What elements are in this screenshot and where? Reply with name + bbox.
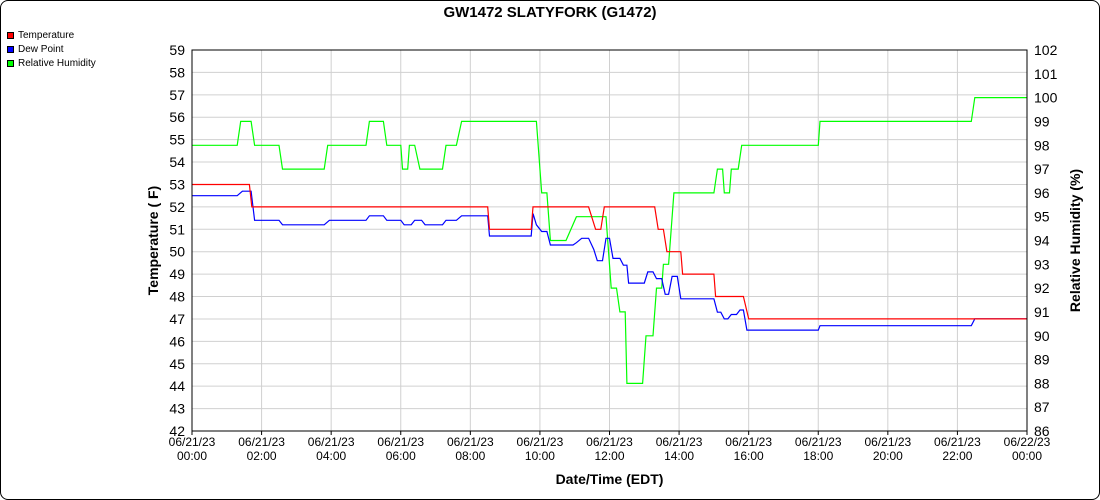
legend-item-dew-point: Dew Point bbox=[7, 42, 96, 56]
y-right-tick-label: 94 bbox=[1034, 233, 1050, 249]
legend-label-temperature: Temperature bbox=[18, 29, 75, 41]
legend-swatch-relative-humidity bbox=[7, 59, 14, 67]
legend-label-dew-point: Dew Point bbox=[18, 43, 64, 55]
series-line-temperature bbox=[192, 183, 1027, 320]
y-right-tick-label: 91 bbox=[1034, 304, 1050, 320]
legend-swatch-dew-point bbox=[7, 45, 14, 53]
y-left-tick-label: 49 bbox=[169, 266, 185, 282]
y-right-tick-label: 97 bbox=[1034, 161, 1050, 177]
y-left-tick-label: 53 bbox=[169, 176, 185, 192]
y-left-tick-label: 55 bbox=[169, 132, 185, 148]
x-tick-label: 06/21/23 06:00 bbox=[377, 435, 424, 463]
y-right-tick-label: 92 bbox=[1034, 280, 1050, 296]
x-tick-label: 06/21/23 08:00 bbox=[447, 435, 494, 463]
x-tick-label: 06/21/23 10:00 bbox=[517, 435, 564, 463]
tick-labels: 42 43 44 45 46 47 48 49 50 51 52 53 54 55 56 57 58 59 86 87… bbox=[169, 42, 1058, 463]
series-line-relative-humidity bbox=[192, 96, 1027, 384]
y-right-tick-label: 87 bbox=[1034, 399, 1050, 415]
y-left-tick-label: 52 bbox=[169, 199, 185, 215]
x-tick-label: 06/21/23 00:00 bbox=[169, 435, 216, 463]
y-axis-left-title: Temperature ( F) bbox=[145, 186, 161, 295]
y-left-tick-label: 50 bbox=[169, 244, 185, 260]
y-right-tick-label: 100 bbox=[1034, 90, 1058, 106]
y-right-tick-label: 98 bbox=[1034, 137, 1050, 153]
y-left-tick-label: 51 bbox=[169, 221, 185, 237]
legend: Temperature Dew Point Relative Humidity bbox=[7, 28, 96, 70]
y-left-tick-label: 43 bbox=[169, 401, 185, 417]
x-axis-title: Date/Time (EDT) bbox=[556, 471, 664, 487]
y-left-tick-label: 59 bbox=[169, 42, 185, 58]
y-right-tick-label: 93 bbox=[1034, 256, 1050, 272]
y-left-tick-label: 48 bbox=[169, 289, 185, 305]
y-left-tick-label: 45 bbox=[169, 356, 185, 372]
y-left-tick-label: 44 bbox=[169, 378, 185, 394]
x-tick-label: 06/21/23 22:00 bbox=[934, 435, 981, 463]
y-left-tick-label: 46 bbox=[169, 333, 185, 349]
x-tick-label: 06/21/23 04:00 bbox=[308, 435, 355, 463]
series-lines bbox=[192, 96, 1027, 384]
y-left-tick-label: 58 bbox=[169, 64, 185, 80]
chart-title: GW1472 SLATYFORK (G1472) bbox=[443, 4, 657, 21]
x-tick-label: 06/21/23 02:00 bbox=[238, 435, 285, 463]
legend-swatch-temperature bbox=[7, 31, 14, 39]
y-right-tick-label: 86 bbox=[1034, 423, 1050, 439]
x-tick-label: 06/22/23 00:00 bbox=[1004, 435, 1051, 463]
x-tick-label: 06/21/23 18:00 bbox=[795, 435, 842, 463]
series-line-dew-point bbox=[192, 190, 1027, 331]
y-left-tick-label: 56 bbox=[169, 109, 185, 125]
x-tick-label: 06/21/23 14:00 bbox=[656, 435, 703, 463]
y-left-tick-label: 57 bbox=[169, 87, 185, 103]
x-tick-label: 06/21/23 16:00 bbox=[725, 435, 772, 463]
y-right-tick-label: 101 bbox=[1034, 66, 1058, 82]
x-tick-label: 06/21/23 12:00 bbox=[586, 435, 633, 463]
x-tick-label: 06/21/23 20:00 bbox=[864, 435, 911, 463]
legend-item-temperature: Temperature bbox=[7, 28, 96, 42]
y-right-tick-label: 99 bbox=[1034, 113, 1050, 129]
legend-item-relative-humidity: Relative Humidity bbox=[7, 56, 96, 70]
y-axis-right-title: Relative Humidity (%) bbox=[1067, 169, 1083, 312]
y-right-tick-label: 89 bbox=[1034, 352, 1050, 368]
legend-label-relative-humidity: Relative Humidity bbox=[18, 57, 96, 69]
y-right-tick-label: 102 bbox=[1034, 42, 1058, 58]
y-left-tick-label: 42 bbox=[169, 423, 185, 439]
y-right-tick-label: 90 bbox=[1034, 328, 1050, 344]
y-right-tick-label: 96 bbox=[1034, 185, 1050, 201]
y-left-tick-label: 47 bbox=[169, 311, 185, 327]
y-left-tick-label: 54 bbox=[169, 154, 185, 170]
y-right-tick-label: 88 bbox=[1034, 375, 1050, 391]
y-right-tick-label: 95 bbox=[1034, 209, 1050, 225]
